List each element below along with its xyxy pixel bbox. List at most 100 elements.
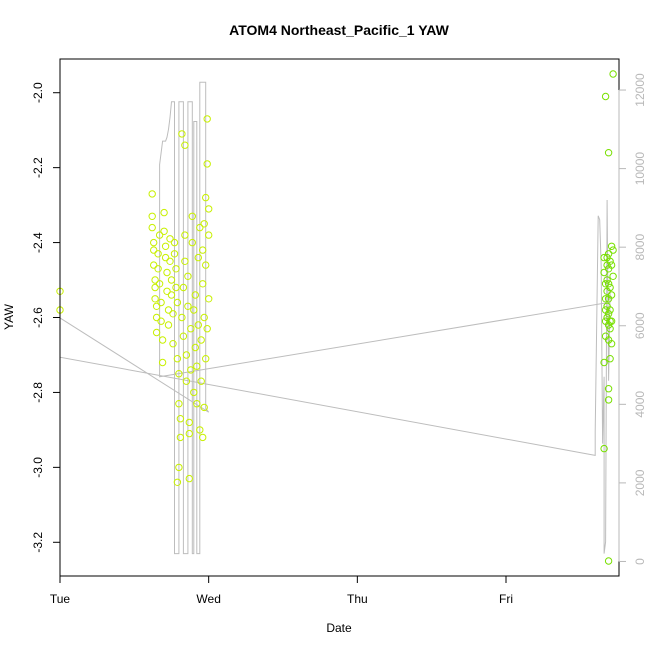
- right-y-axis: 0 2000 4000 6000 8000 10000 12000: [618, 73, 647, 565]
- data-point-s0-42: [175, 370, 183, 378]
- data-point-s0-8: [151, 276, 159, 284]
- data-point-s0-73: [197, 336, 205, 344]
- data-point-s0-31: [166, 257, 174, 265]
- points-layer: [56, 70, 617, 565]
- data-point-s0-52: [182, 351, 191, 359]
- data-point-s0-60: [188, 238, 197, 247]
- data-point-s0-15: [154, 250, 162, 258]
- right-tick-label-3: 6000: [633, 312, 647, 339]
- data-point-s0-2: [148, 190, 156, 198]
- data-point-s0-44: [176, 415, 185, 423]
- data-point-s0-88: [199, 433, 207, 442]
- data-point-s1-4: [604, 557, 613, 565]
- data-point-s0-91: [202, 261, 210, 269]
- x-tick-label-3: Fri: [499, 592, 513, 606]
- data-point-s0-35: [169, 340, 177, 348]
- data-point-s0-66: [193, 400, 201, 408]
- data-point-s0-47: [178, 313, 186, 322]
- data-point-s0-4: [148, 223, 156, 232]
- data-point-s1-8: [601, 295, 610, 303]
- data-point-s0-26: [163, 268, 171, 277]
- data-point-s1-25: [606, 283, 614, 292]
- data-point-s0-14: [154, 265, 162, 273]
- data-point-s0-36: [170, 238, 179, 247]
- data-point-s0-43: [175, 400, 183, 408]
- data-point-s1-17: [604, 250, 613, 258]
- data-point-s0-40: [173, 298, 182, 307]
- data-point-s0-65: [191, 291, 200, 299]
- data-point-s0-10: [151, 295, 159, 303]
- data-point-s0-41: [173, 355, 182, 363]
- x-axis-label: Date: [326, 621, 352, 635]
- data-point-s1-40: [607, 340, 616, 348]
- data-point-s1-39: [606, 355, 614, 363]
- y-tick-label-6: -2.0: [31, 82, 45, 103]
- data-point-s0-24: [161, 242, 170, 251]
- data-point-s0-75: [199, 246, 207, 254]
- data-point-s1-21: [604, 310, 613, 318]
- y-tick-label-4: -2.4: [31, 232, 45, 253]
- data-point-s1-3: [600, 444, 608, 453]
- x-tick-label-2: Thu: [347, 592, 368, 606]
- data-point-s1-37: [604, 385, 613, 393]
- data-point-s0-32: [167, 276, 176, 284]
- data-point-s0-83: [205, 231, 213, 239]
- right-tick-label-2: 4000: [633, 391, 647, 418]
- data-point-s0-3: [148, 212, 156, 221]
- data-point-s1-1: [604, 149, 613, 157]
- y-tick-label-5: -2.2: [31, 157, 45, 178]
- data-point-s0-76: [200, 220, 208, 228]
- y-axis: -3.2 -3.0 -2.8 -2.6 -2.4 -2.2 -2.0: [31, 82, 61, 553]
- right-tick-label-4: 8000: [633, 234, 647, 261]
- data-point-s1-38: [604, 396, 613, 404]
- data-point-s0-80: [203, 160, 211, 168]
- data-point-s1-13: [603, 276, 611, 284]
- data-point-s0-85: [173, 478, 182, 486]
- data-point-s0-19: [157, 317, 165, 325]
- y-tick-label-3: -2.6: [31, 307, 45, 328]
- right-tick-label-6: 12000: [633, 73, 647, 107]
- data-point-s1-34: [609, 272, 617, 280]
- right-tick-label-1: 2000: [633, 469, 647, 496]
- data-point-s0-5: [150, 238, 158, 247]
- data-point-s0-16: [155, 231, 164, 239]
- y-tick-label-0: -3.2: [31, 532, 45, 553]
- right-tick-label-0: 0: [633, 558, 647, 565]
- data-point-s0-92: [205, 295, 213, 303]
- x-tick-label-0: Tue: [50, 592, 71, 606]
- data-point-s0-68: [194, 321, 203, 329]
- data-point-s1-24: [606, 257, 614, 265]
- data-point-s0-71: [196, 426, 204, 434]
- data-point-s0-69: [194, 253, 203, 262]
- data-point-s0-72: [197, 377, 205, 385]
- data-point-s0-78: [202, 355, 210, 363]
- data-point-s0-63: [190, 306, 198, 314]
- data-point-s0-77: [200, 313, 208, 322]
- data-point-s1-31: [607, 291, 616, 299]
- data-point-s0-39: [172, 283, 180, 292]
- data-point-s0-46: [178, 130, 186, 138]
- data-point-s0-23: [160, 227, 168, 236]
- y-axis-label: YAW: [2, 303, 16, 330]
- data-point-s0-9: [151, 283, 159, 292]
- data-point-s1-30: [607, 261, 616, 269]
- secondary-series-line: [59, 81, 611, 555]
- data-point-s0-21: [158, 358, 167, 367]
- data-point-s0-7: [150, 261, 158, 269]
- data-point-s0-58: [187, 366, 195, 374]
- data-point-s0-18: [157, 298, 165, 307]
- right-tick-label-5: 10000: [633, 152, 647, 186]
- data-point-s1-0: [601, 92, 610, 101]
- data-point-s1-32: [607, 317, 616, 325]
- data-point-s1-6: [600, 268, 608, 277]
- data-point-s0-34: [169, 310, 177, 318]
- data-point-s0-48: [179, 283, 188, 292]
- data-point-s1-5: [600, 253, 608, 262]
- data-point-s0-50: [181, 257, 189, 265]
- data-point-s0-84: [175, 463, 183, 472]
- y-tick-label-2: -2.8: [31, 382, 45, 403]
- data-point-s0-20: [158, 336, 167, 344]
- chart-title: ATOM4 Northeast_Pacific_1 YAW: [229, 22, 449, 38]
